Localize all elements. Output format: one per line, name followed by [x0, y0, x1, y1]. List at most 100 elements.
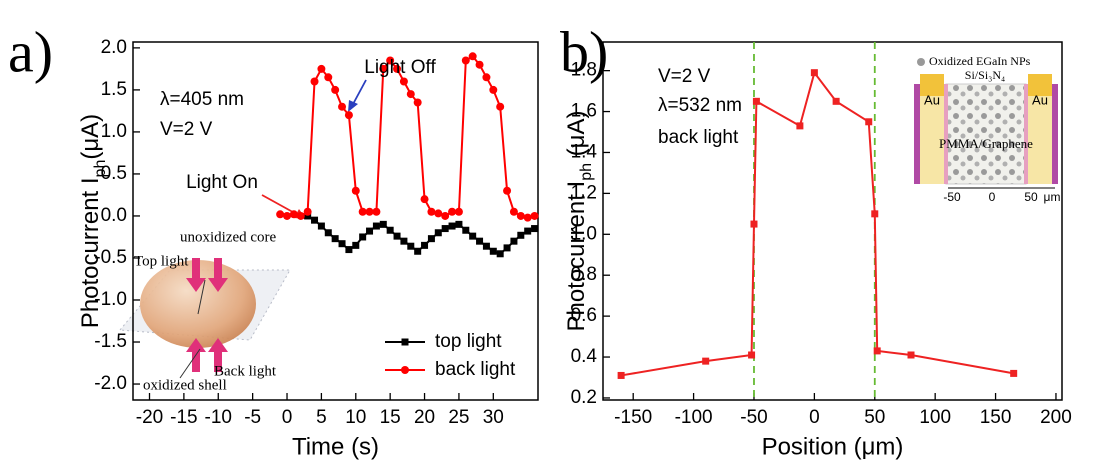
- y-tick-label: 0.0: [101, 205, 127, 226]
- data-point: [455, 220, 463, 228]
- data-point: [366, 227, 374, 235]
- data-point: [516, 211, 525, 220]
- data-point: [865, 118, 873, 126]
- data-point: [462, 226, 470, 234]
- data-point: [399, 77, 408, 86]
- data-point: [434, 229, 442, 237]
- panel-label: b): [560, 19, 608, 84]
- y-tick-label: 0.5: [101, 163, 127, 184]
- x-tick-label: 50: [864, 407, 885, 428]
- data-point: [796, 122, 804, 130]
- data-point: [503, 244, 511, 252]
- data-point: [441, 225, 449, 233]
- data-point: [379, 64, 388, 73]
- data-point: [414, 247, 422, 255]
- data-point: [413, 98, 422, 107]
- data-point: [420, 195, 429, 204]
- y-axis-title-part: Photocurrent I: [77, 177, 104, 328]
- data-point: [421, 241, 429, 249]
- y-tick-label: 1.2: [571, 182, 597, 203]
- legend-marker: [401, 366, 409, 374]
- data-point: [310, 77, 319, 86]
- data-point: [489, 247, 497, 255]
- annotation: oxidized shell: [143, 377, 227, 393]
- data-point: [386, 56, 395, 65]
- x-axis-title: Position (μm): [762, 433, 904, 460]
- x-tick-label: 30: [483, 407, 504, 428]
- data-point: [427, 235, 435, 243]
- data-point: [331, 235, 339, 243]
- data-point: [351, 186, 360, 195]
- y-axis-title-part: ph: [92, 160, 109, 178]
- data-point: [503, 186, 512, 195]
- y-axis-title-part: ph: [578, 163, 595, 181]
- x-tick-label: -5: [244, 407, 261, 428]
- x-tick-label: 10: [345, 407, 366, 428]
- legend-marker: [401, 338, 409, 346]
- data-point: [317, 64, 326, 73]
- legend-label: top light: [435, 331, 502, 352]
- y-axis-title: Photocurrent Iph(μA): [77, 114, 108, 328]
- data-point: [379, 220, 387, 228]
- y-axis-title-part: Photocurrent I: [563, 181, 590, 332]
- data-point: [489, 85, 498, 94]
- data-point: [338, 240, 346, 248]
- x-tick-label: -100: [675, 407, 713, 428]
- legend-label: back light: [435, 359, 516, 380]
- data-point: [748, 351, 756, 359]
- y-tick-label: -2.0: [94, 373, 127, 394]
- data-point: [509, 207, 518, 216]
- annotation: Au: [924, 92, 940, 107]
- data-point: [276, 210, 285, 219]
- data-point: [510, 237, 518, 245]
- data-point: [530, 211, 539, 220]
- data-point: [393, 232, 401, 240]
- data-point: [468, 52, 477, 61]
- x-tick-label: -20: [136, 407, 163, 428]
- y-tick-label: 1.4: [571, 141, 598, 162]
- data-point: [1010, 369, 1018, 377]
- data-point: [427, 207, 436, 216]
- data-point: [400, 237, 408, 245]
- data-point: [317, 222, 325, 230]
- data-point: [359, 233, 367, 241]
- data-point: [365, 207, 374, 216]
- x-tick-label: 25: [448, 407, 469, 428]
- data-point: [907, 351, 915, 359]
- y-tick-label: 1.5: [101, 79, 127, 100]
- y-tick-label: 0.2: [571, 387, 597, 408]
- x-tick-label: -15: [170, 407, 197, 428]
- data-point: [475, 60, 484, 69]
- data-point: [531, 225, 539, 233]
- x-tick-label: -10: [205, 407, 232, 428]
- annotation: Back light: [214, 363, 277, 379]
- x-tick-label: 20: [414, 407, 435, 428]
- x-tick-label: 100: [919, 407, 951, 428]
- plot-frame: [132, 41, 539, 401]
- data-point: [358, 207, 367, 216]
- data-point: [296, 211, 305, 220]
- data-point: [406, 90, 415, 99]
- data-point: [331, 85, 340, 94]
- y-tick-label: -1.0: [94, 289, 127, 310]
- data-point: [832, 97, 840, 105]
- data-point: [454, 207, 463, 216]
- y-tick-label: -1.5: [94, 331, 127, 352]
- annotation: Top light: [134, 253, 189, 269]
- y-tick-label: 0.4: [571, 346, 598, 367]
- annotation: Light On: [186, 172, 258, 193]
- y-tick-label: 0.6: [571, 305, 597, 326]
- x-tick-label: -50: [740, 407, 767, 428]
- data-point: [873, 347, 881, 355]
- data-point: [523, 213, 532, 222]
- y-tick-label: 2.0: [101, 37, 127, 58]
- annotation: Light Off: [364, 57, 436, 78]
- x-tick-label: 200: [1040, 407, 1072, 428]
- y-tick-label: 1.6: [571, 101, 597, 122]
- data-point: [289, 210, 298, 219]
- annotation: 0: [989, 190, 996, 204]
- data-point: [304, 212, 312, 220]
- data-point: [311, 216, 319, 224]
- y-axis-title-part: (μA): [563, 110, 590, 163]
